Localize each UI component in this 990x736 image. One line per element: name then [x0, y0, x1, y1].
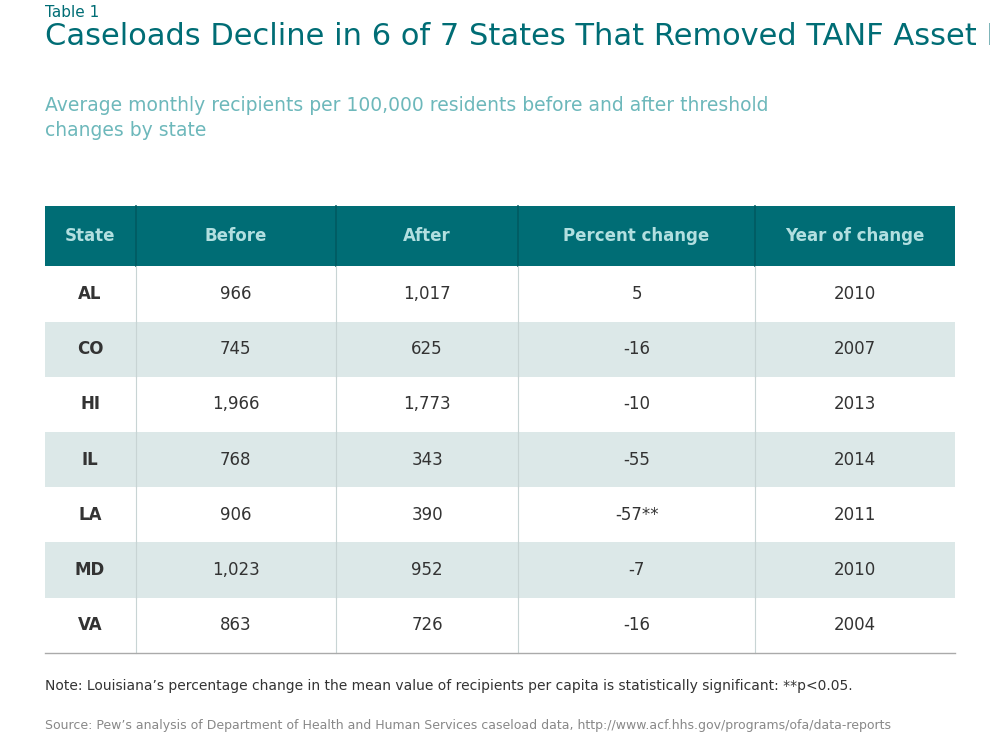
Bar — [45, 266, 955, 322]
Text: 966: 966 — [220, 285, 251, 303]
Text: 2004: 2004 — [835, 616, 876, 634]
Bar — [45, 542, 955, 598]
Text: 952: 952 — [411, 561, 443, 579]
Text: 863: 863 — [220, 616, 251, 634]
Text: MD: MD — [75, 561, 105, 579]
Text: 390: 390 — [411, 506, 443, 524]
Text: 1,966: 1,966 — [212, 395, 259, 414]
Text: 5: 5 — [632, 285, 642, 303]
Text: 906: 906 — [220, 506, 251, 524]
Text: -16: -16 — [623, 616, 650, 634]
Text: Note: Louisiana’s percentage change in the mean value of recipients per capita i: Note: Louisiana’s percentage change in t… — [45, 679, 852, 693]
Text: Percent change: Percent change — [563, 227, 710, 245]
Text: Caseloads Decline in 6 of 7 States That Removed TANF Asset Limits: Caseloads Decline in 6 of 7 States That … — [45, 22, 990, 51]
Text: Source: Pew’s analysis of Department of Health and Human Services caseload data,: Source: Pew’s analysis of Department of … — [45, 719, 891, 732]
Text: -55: -55 — [623, 450, 650, 469]
Text: 1,773: 1,773 — [403, 395, 450, 414]
Bar — [45, 377, 955, 432]
Text: VA: VA — [78, 616, 102, 634]
Text: LA: LA — [78, 506, 102, 524]
Text: 1,017: 1,017 — [403, 285, 450, 303]
Text: 625: 625 — [411, 340, 443, 358]
Bar — [45, 322, 955, 377]
Text: -10: -10 — [623, 395, 650, 414]
Text: Year of change: Year of change — [785, 227, 925, 245]
Text: IL: IL — [82, 450, 98, 469]
Text: 726: 726 — [411, 616, 443, 634]
Text: 2007: 2007 — [835, 340, 876, 358]
Text: After: After — [403, 227, 451, 245]
Bar — [45, 432, 955, 487]
Text: -16: -16 — [623, 340, 650, 358]
Text: CO: CO — [77, 340, 103, 358]
Text: 768: 768 — [220, 450, 251, 469]
Text: 343: 343 — [411, 450, 443, 469]
Text: 2010: 2010 — [834, 561, 876, 579]
Text: -57**: -57** — [615, 506, 658, 524]
Text: State: State — [64, 227, 116, 245]
Text: -7: -7 — [629, 561, 644, 579]
Bar — [45, 206, 955, 266]
Text: 2013: 2013 — [834, 395, 876, 414]
Text: 2014: 2014 — [834, 450, 876, 469]
Text: Before: Before — [205, 227, 267, 245]
Text: Average monthly recipients per 100,000 residents before and after threshold
chan: Average monthly recipients per 100,000 r… — [45, 96, 768, 140]
Text: HI: HI — [80, 395, 100, 414]
Bar — [45, 598, 955, 653]
Bar — [45, 487, 955, 542]
Text: 1,023: 1,023 — [212, 561, 259, 579]
Text: AL: AL — [78, 285, 102, 303]
Text: Table 1: Table 1 — [45, 5, 99, 20]
Text: 745: 745 — [220, 340, 251, 358]
Text: 2010: 2010 — [834, 285, 876, 303]
Text: 2011: 2011 — [834, 506, 876, 524]
